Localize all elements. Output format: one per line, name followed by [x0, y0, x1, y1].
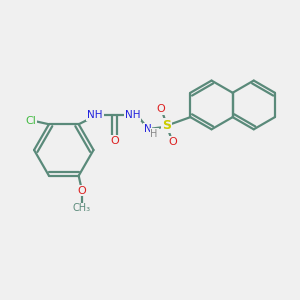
Text: H: H: [151, 129, 158, 139]
Text: CH₃: CH₃: [73, 203, 91, 213]
Text: NH: NH: [125, 110, 140, 120]
Text: NH: NH: [87, 110, 103, 120]
Text: O: O: [157, 104, 165, 114]
Text: O: O: [77, 186, 86, 196]
Text: N: N: [144, 124, 152, 134]
Text: S: S: [162, 119, 171, 132]
Text: O: O: [169, 137, 177, 147]
Text: O: O: [110, 136, 119, 146]
Text: Cl: Cl: [26, 116, 37, 126]
